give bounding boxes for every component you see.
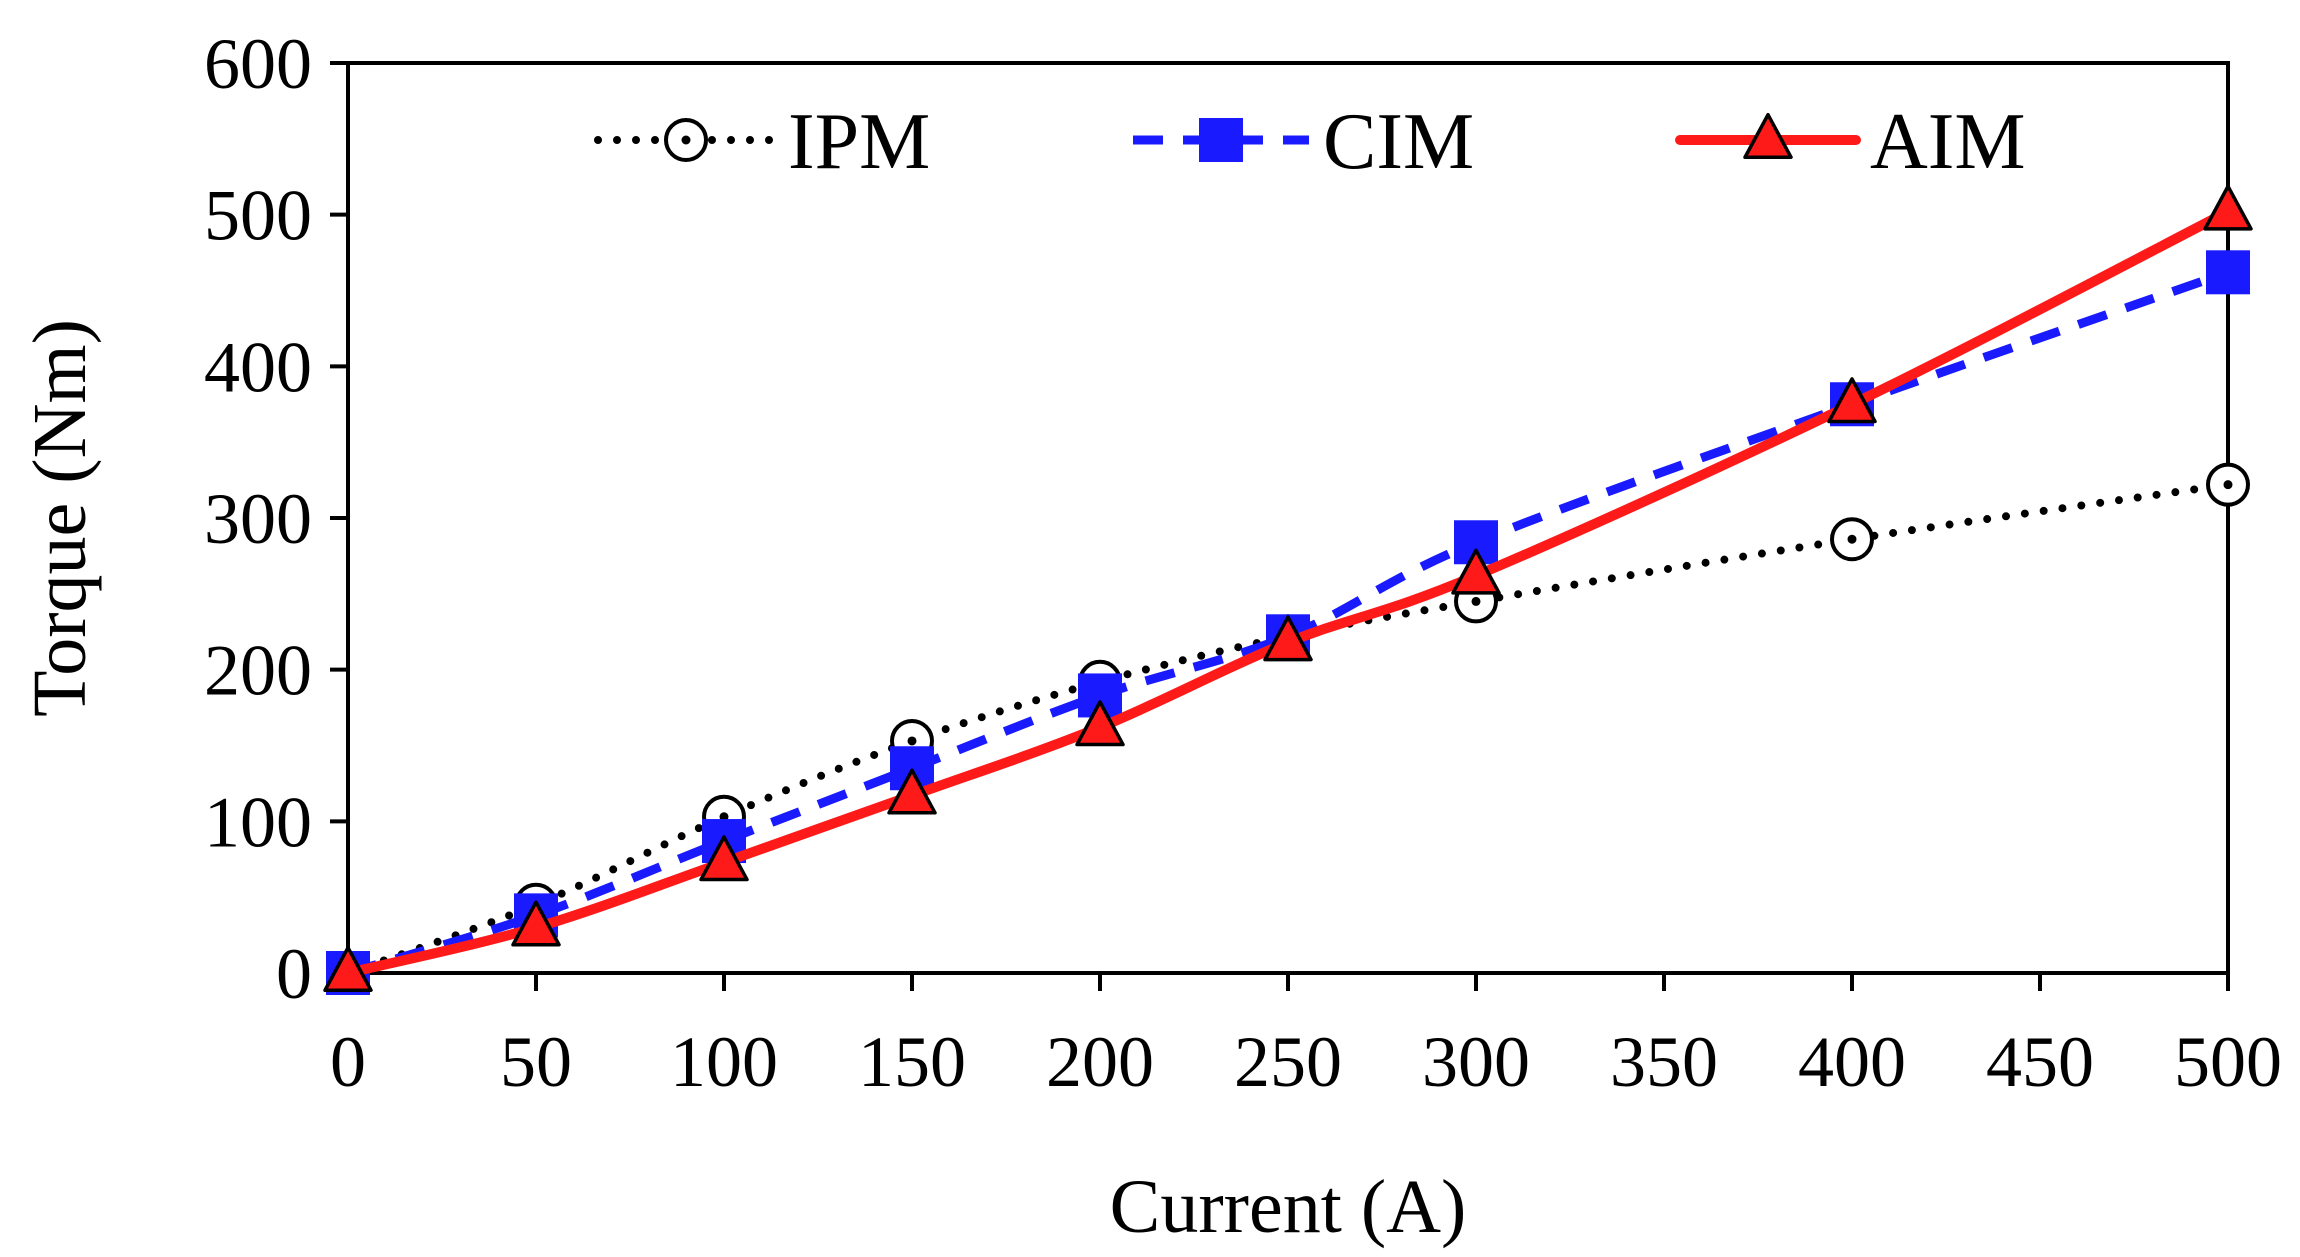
x-tick-label: 450: [1986, 1022, 2094, 1102]
legend-item-aim: AIM: [1675, 98, 2026, 186]
data-point-ipm-dot: [907, 736, 917, 746]
y-tick-label: 0: [276, 934, 312, 1014]
data-point-ipm-dot: [2223, 480, 2233, 490]
y-tick-label: 300: [204, 479, 312, 559]
x-tick-label: 300: [1422, 1022, 1530, 1102]
data-point-cim: [2206, 250, 2250, 295]
x-tick-label: 150: [858, 1022, 966, 1102]
data-point-aim: [323, 945, 373, 992]
data-point-ipm-dot: [1471, 596, 1481, 606]
series-ipm: [326, 462, 2250, 995]
x-tick-label: 100: [670, 1022, 778, 1102]
data-point-aim: [1827, 377, 1877, 424]
data-point-ipm-dot: [719, 812, 729, 822]
x-tick-label: 250: [1234, 1022, 1342, 1102]
series-line-cim: [346, 268, 2230, 978]
x-axis-title: Current (A): [1110, 1165, 1467, 1249]
x-axis: 0 50 100 150 200 250 300 350 400 450 500: [330, 973, 2282, 1102]
plot-area: [346, 61, 2230, 975]
series-line-ipm: [344, 480, 2232, 977]
legend-marker-ipm-dot: [681, 135, 691, 145]
data-point-aim: [699, 835, 749, 882]
series-layer: [323, 184, 2253, 995]
y-tick-label: 600: [204, 24, 312, 104]
x-tick-label: 200: [1046, 1022, 1154, 1102]
data-point-aim: [1451, 548, 1501, 595]
data-point-aim: [1263, 615, 1313, 662]
legend-marker-ipm: [664, 118, 708, 162]
legend-item-cim: CIM: [1133, 98, 1474, 186]
x-tick-label: 500: [2174, 1022, 2282, 1102]
series-aim: [323, 184, 2253, 992]
data-point-ipm: [1830, 517, 1874, 562]
legend-label-aim: AIM: [1870, 98, 2026, 186]
y-tick-label: 400: [204, 327, 312, 407]
x-tick-label: 350: [1610, 1022, 1718, 1102]
data-point-aim: [511, 900, 561, 947]
legend-marker-cim: [1199, 118, 1243, 162]
legend-marker-aim: [1743, 112, 1793, 159]
data-point-aim: [1075, 700, 1125, 747]
y-axis-title: Torque (Nm): [18, 319, 102, 717]
data-point-ipm: [2206, 462, 2250, 507]
legend-item-ipm: IPM: [594, 98, 930, 186]
data-point-ipm-dot: [1847, 534, 1857, 544]
data-point-aim: [2203, 184, 2253, 231]
x-tick-label: 400: [1798, 1022, 1906, 1102]
plot-border: [346, 61, 2230, 975]
legend: IPM CIM AIM: [594, 98, 2026, 186]
y-tick-label: 500: [204, 176, 312, 256]
y-axis: 0 100 200 300 400 500 600: [204, 24, 348, 1014]
y-tick-label: 200: [204, 631, 312, 711]
y-tick-label: 100: [204, 782, 312, 862]
data-point-aim: [887, 768, 937, 815]
legend-label-ipm: IPM: [788, 98, 930, 186]
x-tick-label: 50: [500, 1022, 572, 1102]
x-tick-label: 0: [330, 1022, 366, 1102]
legend-label-cim: CIM: [1323, 98, 1474, 186]
